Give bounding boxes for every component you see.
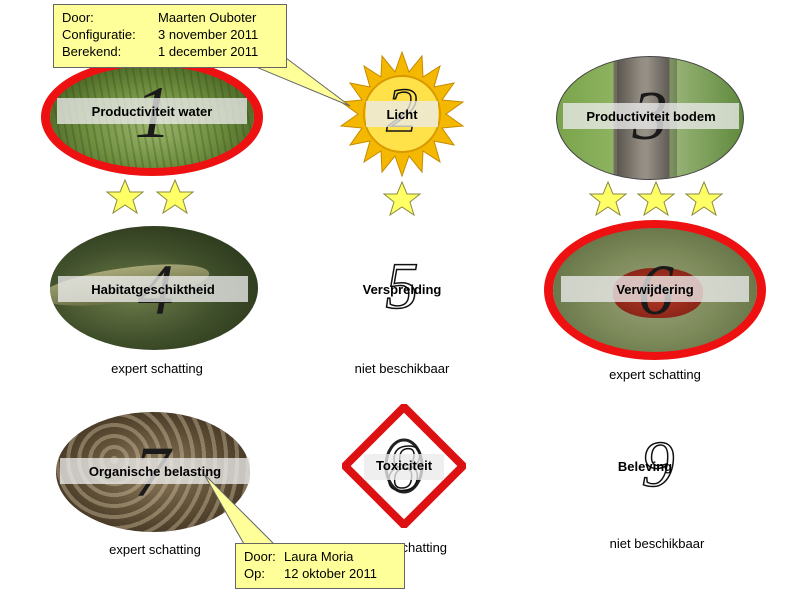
- callout-top-door-label: Door:: [62, 10, 94, 25]
- item8-caption: schatting: [395, 540, 448, 555]
- item5-caption: niet beschikbaar: [354, 361, 450, 376]
- callout-bottom-door-label: Door:: [244, 549, 276, 564]
- item1-rating-stars: [105, 178, 195, 215]
- callout-top-door-value: Maarten Ouboter: [158, 10, 257, 25]
- item4-label-band: [58, 276, 248, 302]
- star-icon: [155, 178, 195, 215]
- item8-label-band: [364, 454, 444, 480]
- item3-label: Productiviteit bodem: [586, 109, 716, 124]
- callout-top-config-value: 3 november 2011: [158, 27, 259, 42]
- callout-bottom-op-row: Op: 12 oktober 2011: [244, 565, 396, 582]
- item2-rating-stars: [382, 180, 422, 217]
- item2-label-band: [366, 101, 438, 127]
- item7-label: Organische belasting: [88, 464, 222, 479]
- callout-bottom-op-value: 12 oktober 2011: [284, 566, 377, 581]
- item7-caption: expert schatting: [109, 542, 201, 557]
- star-icon: [382, 180, 422, 217]
- item4-label: Habitatgeschiktheid: [91, 282, 215, 297]
- item6-label-band: [561, 276, 749, 302]
- item8-label: Toxiciteit: [375, 458, 433, 473]
- callout-bottom-pointer: [203, 473, 276, 545]
- item3-label-band: [563, 103, 739, 129]
- item9-number: 9: [641, 428, 676, 501]
- callout-top-config-label: Configuratie:: [62, 27, 136, 42]
- callout-top-berekend-value: 1 december 2011: [158, 44, 259, 59]
- item5-number: 5: [385, 250, 420, 323]
- item1-label-band: [57, 98, 247, 124]
- item1-label: Productiviteit water: [91, 104, 213, 119]
- star-icon: [105, 178, 145, 215]
- star-icon: [636, 180, 676, 217]
- callout-top-berekend-label: Berekend:: [62, 44, 122, 59]
- callout-bottom-op-label: Op:: [244, 566, 265, 581]
- callout-top-berekend-row: Berekend: 1 december 2011: [62, 43, 278, 60]
- callout-bottom-door-row: Door: Laura Moria: [244, 548, 396, 565]
- callout-bottom: Door: Laura Moria Op: 12 oktober 2011: [235, 543, 405, 589]
- item2-label: Licht: [386, 107, 418, 122]
- item6-label: Verwijdering: [616, 282, 694, 297]
- item1-photo[interactable]: [50, 66, 254, 168]
- callout-bottom-door-value: Laura Moria: [284, 549, 354, 564]
- star-icon: [684, 180, 724, 217]
- callout-top-config-row: Configuratie: 3 november 2011: [62, 26, 278, 43]
- item9-caption: niet beschikbaar: [609, 536, 705, 551]
- item3-rating-stars: [588, 180, 724, 217]
- callout-top-door-row: Door: Maarten Ouboter: [62, 9, 278, 26]
- item4-caption: expert schatting: [111, 361, 203, 376]
- item7-label-band: [60, 458, 250, 484]
- star-icon: [588, 180, 628, 217]
- selection-ring-item6: [544, 220, 766, 360]
- item9-label: Beleving: [617, 459, 673, 474]
- callout-top: Door: Maarten Ouboter Configuratie: 3 nove…: [53, 4, 287, 68]
- item5-label: Verspreiding: [362, 282, 442, 297]
- item6-caption: expert schatting: [609, 367, 701, 382]
